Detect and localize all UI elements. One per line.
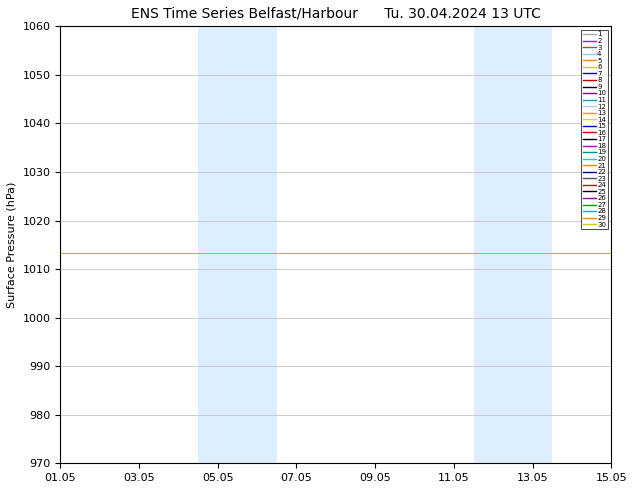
Legend: 1, 2, 3, 4, 5, 6, 7, 8, 9, 10, 11, 12, 13, 14, 15, 16, 17, 18, 19, 20, 21, 22, 2: 1, 2, 3, 4, 5, 6, 7, 8, 9, 10, 11, 12, 1… <box>581 30 608 229</box>
Bar <box>474 26 552 464</box>
Y-axis label: Surface Pressure (hPa): Surface Pressure (hPa) <box>7 182 17 308</box>
Title: ENS Time Series Belfast/Harbour      Tu. 30.04.2024 13 UTC: ENS Time Series Belfast/Harbour Tu. 30.0… <box>131 7 541 21</box>
Bar <box>198 26 277 464</box>
